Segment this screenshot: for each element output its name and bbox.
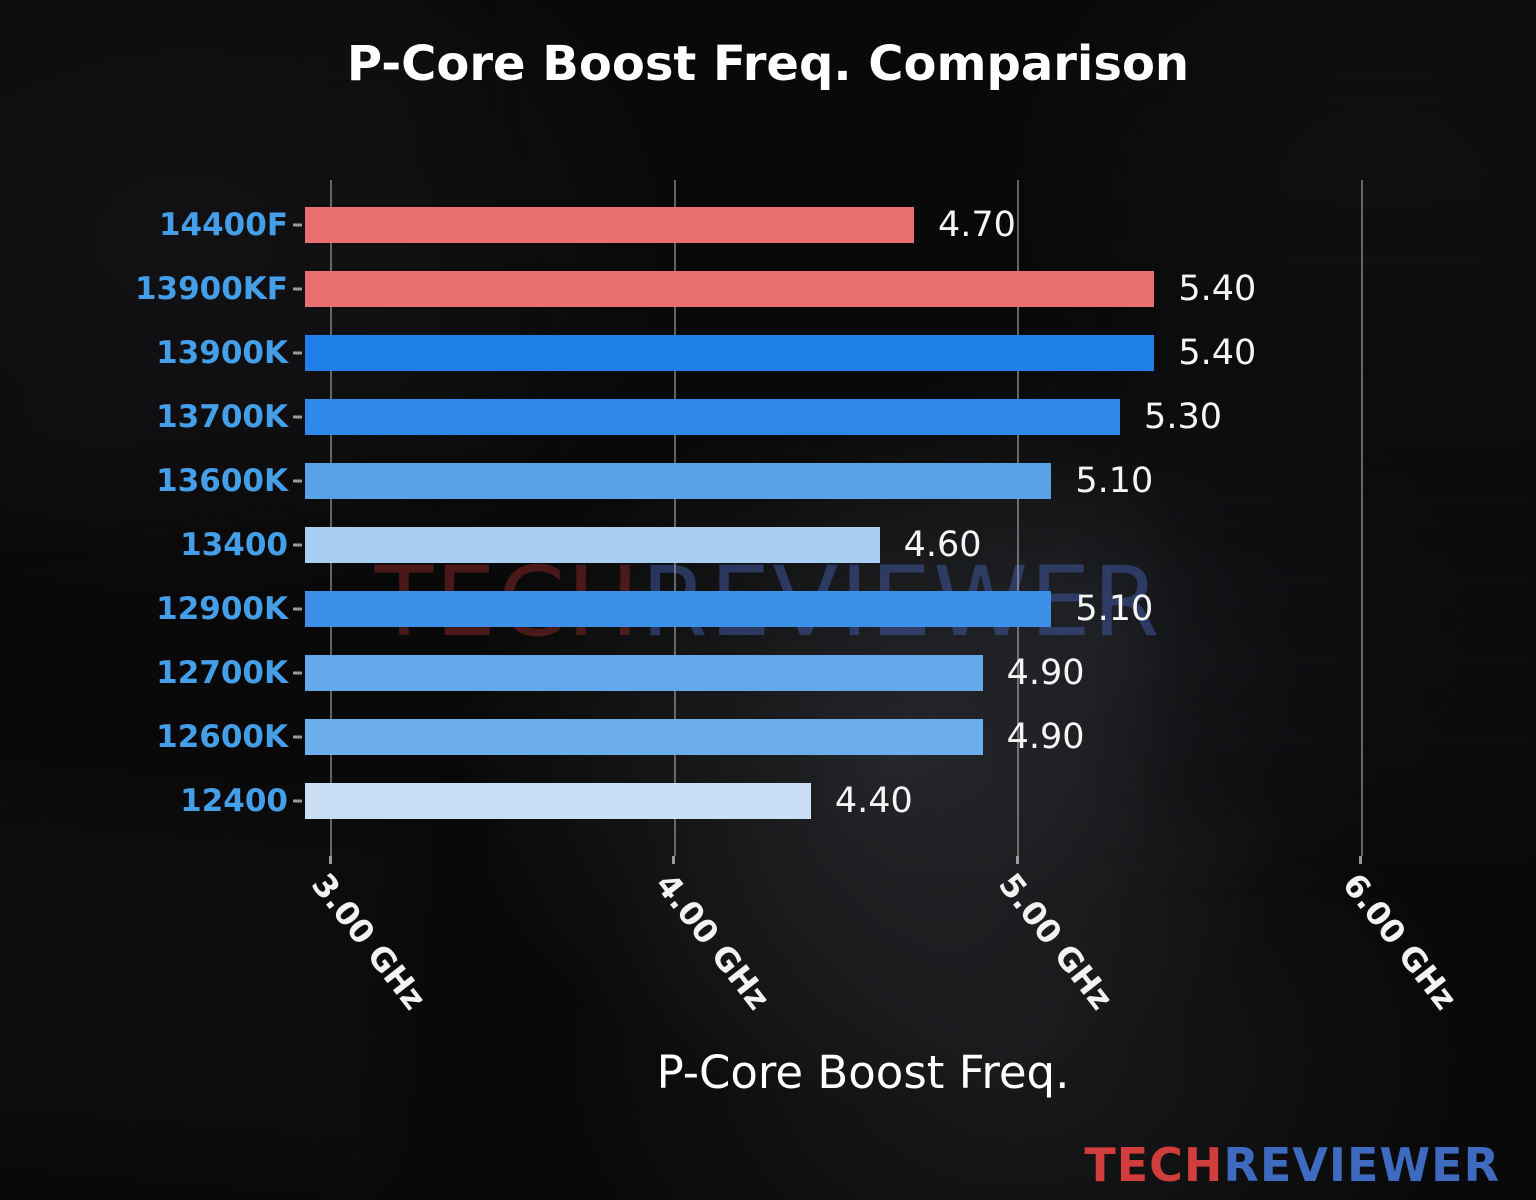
category-label: 13600K xyxy=(156,463,288,499)
gridline xyxy=(673,180,676,856)
category-label: 13400 xyxy=(180,527,288,563)
bar xyxy=(305,271,1155,307)
y-tick-mark xyxy=(293,543,302,547)
bar-row: 13900K 5.40 xyxy=(156,320,1421,386)
category-label: 12900K xyxy=(156,591,288,627)
category-label: 13700K xyxy=(156,399,288,435)
value-label: 4.60 xyxy=(903,525,982,565)
x-tick-mark xyxy=(1359,856,1362,864)
bar-row: 13400 4.60 xyxy=(180,512,1421,578)
value-label: 4.70 xyxy=(937,205,1016,245)
bar xyxy=(305,207,914,243)
category-label: 14400F xyxy=(158,207,288,243)
value-label: 5.40 xyxy=(1178,269,1257,309)
bar xyxy=(305,719,983,755)
bar-row: 13900KF 5.40 xyxy=(135,256,1421,322)
x-axis-label: P-Core Boost Freq. xyxy=(656,1046,1070,1099)
y-tick-mark xyxy=(293,351,302,355)
bar-row: 12600K 4.90 xyxy=(156,704,1421,770)
plot-area: 14400F 4.70 13900KF 5.40 13900K 5.40 13700K 5.3… xyxy=(135,180,1421,864)
value-label: 5.40 xyxy=(1178,333,1257,373)
value-label: 5.30 xyxy=(1144,397,1222,437)
bar xyxy=(305,399,1121,435)
category-label: 13900KF xyxy=(134,271,288,307)
bar xyxy=(305,655,983,691)
category-label: 13900K xyxy=(156,335,288,371)
bar xyxy=(305,527,880,563)
value-label: 5.10 xyxy=(1075,461,1154,501)
bar-row: 12400 4.40 xyxy=(180,768,1421,834)
value-label: 4.40 xyxy=(834,781,913,821)
x-tick-mark xyxy=(672,856,675,864)
y-tick-mark xyxy=(293,287,302,291)
brand-tech: TECH xyxy=(1084,1138,1224,1192)
y-tick-mark xyxy=(293,735,302,739)
bar-row: 12900K 5.10 xyxy=(156,576,1421,642)
bar-row: 13700K 5.30 xyxy=(156,384,1421,450)
y-tick-mark xyxy=(293,671,302,675)
brand-reviewer: REVIEWER xyxy=(1223,1138,1500,1192)
value-label: 4.90 xyxy=(1006,717,1085,757)
bar xyxy=(305,591,1052,627)
bar-row: 14400F 4.70 xyxy=(159,192,1421,258)
bar xyxy=(305,463,1052,499)
category-label: 12700K xyxy=(156,655,288,691)
bar-row: 12700K 4.90 xyxy=(156,640,1421,706)
y-tick-mark xyxy=(293,607,302,611)
gridline xyxy=(1017,180,1019,856)
y-tick-mark xyxy=(293,479,302,483)
value-label: 4.90 xyxy=(1006,653,1085,693)
background-blur-shape xyxy=(1156,140,1536,840)
brand-logo: TECHREVIEWER xyxy=(1084,1138,1500,1192)
y-tick-mark xyxy=(293,415,302,419)
y-tick-mark xyxy=(293,223,302,227)
gridline xyxy=(330,180,332,856)
gridline xyxy=(1360,180,1363,856)
bar-row: 13600K 5.10 xyxy=(156,448,1421,514)
bar xyxy=(305,335,1155,371)
y-tick-mark xyxy=(293,799,302,803)
chart-title: P-Core Boost Freq. Comparison xyxy=(346,36,1190,92)
value-label: 5.10 xyxy=(1075,589,1154,629)
bar xyxy=(305,783,811,819)
category-label: 12400 xyxy=(180,783,288,819)
category-label: 12600K xyxy=(156,719,288,755)
x-tick-mark xyxy=(1015,856,1019,864)
x-tick-mark xyxy=(328,856,332,864)
